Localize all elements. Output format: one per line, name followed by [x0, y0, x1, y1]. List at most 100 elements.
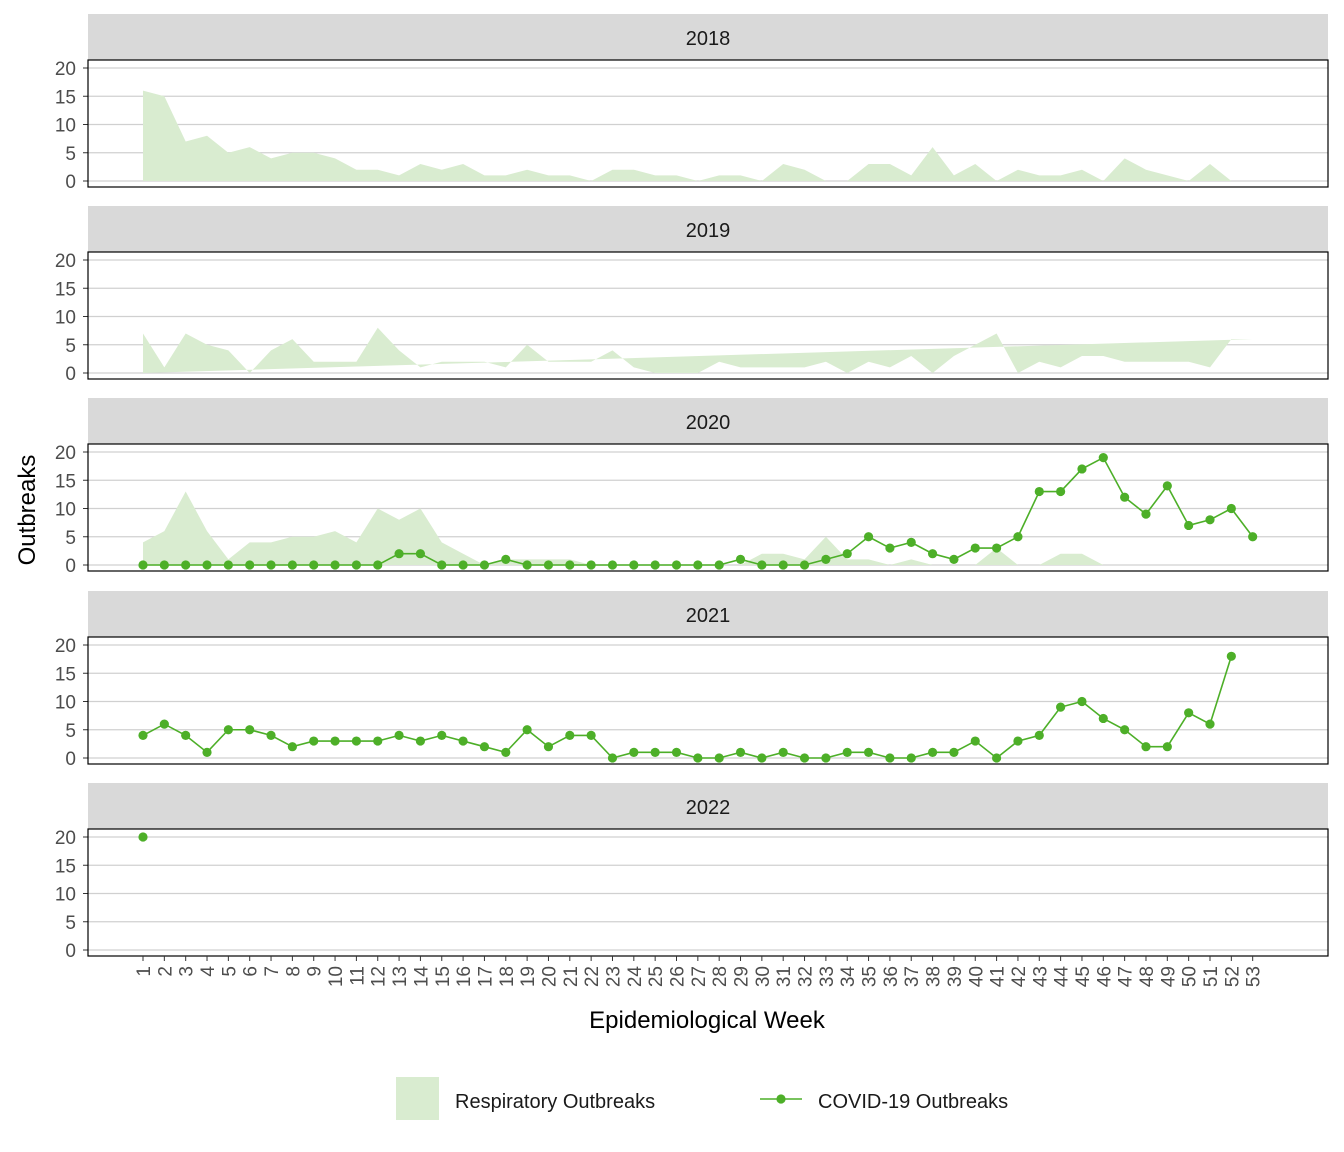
panel-border	[87, 59, 1329, 188]
y-tick-label: 10	[55, 500, 76, 521]
x-tick-label: 38	[924, 966, 945, 987]
covid-point	[543, 560, 554, 570]
legend-key-respiratory	[396, 1077, 439, 1120]
x-tick-label: 12	[369, 966, 390, 987]
covid-point	[607, 560, 618, 570]
y-tick-label: 0	[65, 941, 76, 962]
y-tick-label: 10	[55, 116, 76, 137]
covid-point	[1120, 492, 1130, 502]
covid-point	[1226, 651, 1236, 661]
y-tick-label: 15	[55, 664, 76, 685]
x-tick-label: 35	[860, 966, 881, 987]
facet-panels: 2018051015202019051015202020051015202021…	[55, 14, 1329, 962]
covid-point	[863, 747, 874, 757]
covid-point	[266, 730, 276, 741]
x-tick-label: 24	[625, 966, 646, 988]
covid-point	[821, 753, 831, 763]
x-axis-title: Epidemiological Week	[589, 1007, 826, 1034]
facet-strip-label: 2021	[686, 605, 731, 627]
x-tick-label: 28	[710, 966, 731, 987]
y-tick-label: 5	[65, 913, 76, 934]
covid-point	[394, 549, 404, 559]
legend-label-respiratory: Respiratory Outbreaks	[455, 1091, 655, 1113]
covid-point	[437, 730, 447, 741]
y-tick-label: 0	[65, 556, 76, 577]
covid-point	[629, 560, 639, 570]
covid-point	[309, 736, 319, 746]
covid-point	[863, 532, 874, 542]
facet-strip	[88, 14, 1328, 60]
x-tick-label: 52	[1222, 966, 1243, 987]
covid-point	[949, 554, 959, 564]
covid-point	[565, 560, 575, 570]
x-tick-label: 51	[1201, 966, 1222, 987]
covid-point	[1184, 708, 1194, 718]
covid-point	[479, 742, 490, 752]
covid-point	[650, 747, 660, 757]
x-tick-label: 4	[198, 966, 219, 977]
x-tick-label: 2	[155, 966, 176, 977]
covid-point	[1184, 520, 1194, 531]
covid-point	[287, 742, 297, 752]
covid-point	[181, 730, 191, 741]
covid-point	[778, 560, 788, 570]
covid-point	[693, 560, 703, 570]
covid-point	[1098, 713, 1108, 724]
x-tick-label: 44	[1052, 966, 1073, 988]
y-tick-label: 5	[65, 336, 76, 357]
y-tick-label: 20	[55, 443, 76, 464]
x-tick-label: 32	[796, 966, 817, 987]
x-tick-label: 18	[497, 966, 518, 987]
x-tick-label: 42	[1009, 966, 1030, 987]
panel-border	[87, 251, 1329, 380]
x-tick-label: 13	[390, 966, 411, 987]
y-tick-label: 20	[55, 828, 76, 849]
y-tick-label: 5	[65, 144, 76, 165]
y-tick-label: 10	[55, 885, 76, 906]
x-tick-label: 29	[732, 966, 753, 987]
y-tick-label: 10	[55, 308, 76, 329]
covid-point	[757, 560, 767, 570]
covid-point	[181, 560, 191, 570]
covid-point	[330, 736, 340, 746]
x-tick-label: 21	[561, 966, 582, 987]
covid-point	[693, 753, 703, 763]
x-tick-label: 50	[1180, 966, 1201, 987]
covid-point	[479, 560, 490, 570]
covid-point	[885, 543, 895, 553]
covid-point	[650, 560, 660, 570]
covid-point	[501, 554, 511, 564]
y-tick-label: 0	[65, 364, 76, 385]
x-tick-label: 41	[988, 966, 1009, 987]
facet-strip	[88, 398, 1328, 444]
covid-point	[885, 753, 895, 763]
covid-point	[415, 736, 426, 746]
x-tick-label: 39	[945, 966, 966, 987]
covid-point	[458, 560, 468, 570]
panel-border	[87, 828, 1329, 957]
covid-point	[522, 725, 532, 735]
facet-strip-label: 2018	[686, 28, 731, 50]
covid-point	[906, 753, 916, 763]
covid-point	[159, 560, 169, 570]
covid-point	[906, 537, 916, 548]
covid-point	[1226, 503, 1236, 514]
x-tick-label: 40	[966, 966, 987, 987]
covid-point	[714, 560, 724, 570]
x-tick-label: 3	[177, 966, 198, 977]
covid-point	[735, 747, 746, 757]
covid-point	[351, 560, 361, 570]
x-tick-label: 25	[646, 966, 667, 987]
covid-point	[245, 560, 255, 570]
covid-point	[970, 543, 980, 553]
covid-point	[415, 549, 426, 559]
covid-point	[223, 725, 233, 735]
covid-point	[1034, 730, 1044, 741]
covid-point	[138, 560, 148, 570]
covid-point	[202, 747, 212, 757]
covid-point	[287, 560, 297, 570]
covid-point	[1248, 532, 1258, 542]
facet-panel-2022: 2022 0 5 10 15 20	[55, 783, 1329, 962]
y-tick-label: 15	[55, 856, 76, 877]
covid-point	[586, 560, 596, 570]
